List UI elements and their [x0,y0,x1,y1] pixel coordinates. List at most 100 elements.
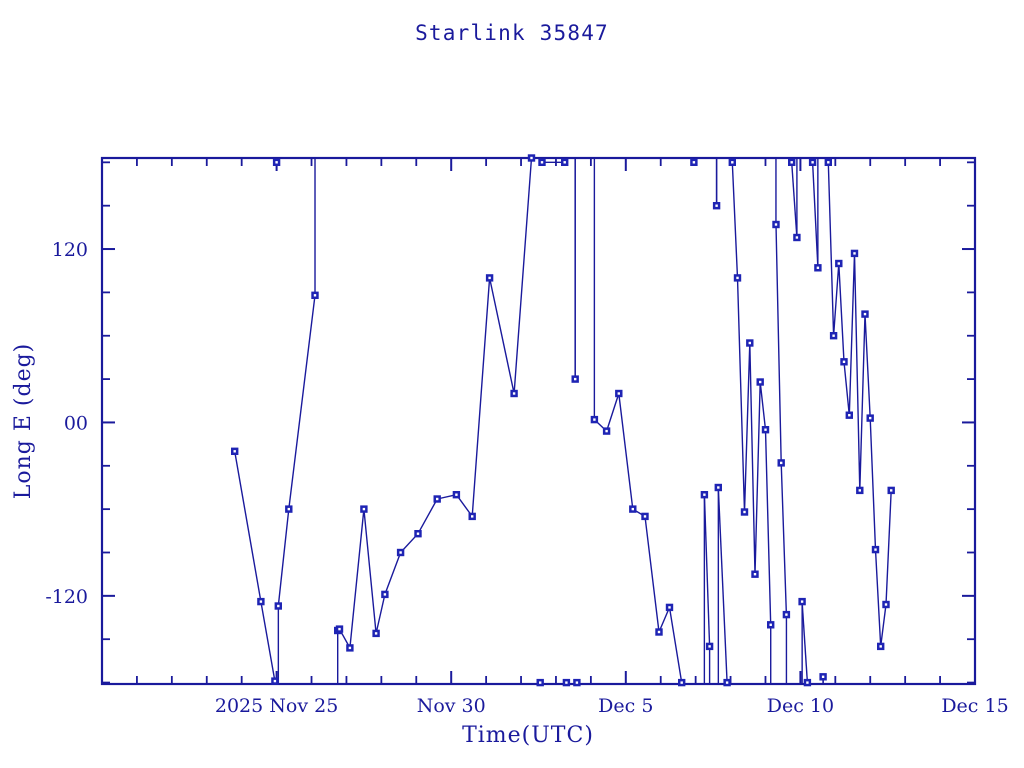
data-point-marker-center [338,627,341,631]
data-point-marker-center [574,377,577,381]
series-polyline [703,494,711,647]
data-point-marker-center [703,493,706,496]
data-point-marker-center [759,380,762,384]
data-point-marker-center [383,593,387,596]
series-polyline [337,157,533,649]
series-polyline [234,451,276,682]
data-point-marker-center [277,604,280,608]
data-point-marker-center [275,161,278,164]
data-point-marker-center [717,486,720,489]
data-point-marker-center [795,236,799,239]
y-tick-label: 120 [52,239,88,261]
data-point-marker-center [374,632,378,635]
data-point-marker-center [748,341,751,345]
data-point-marker-center [837,262,840,265]
data-point-marker-center [605,429,608,433]
data-point-marker-center [806,681,809,684]
data-point-marker-center [287,507,290,511]
data-point-marker-center [708,645,711,648]
data-point-marker-center [736,276,739,280]
data-point-marker-center [743,510,746,514]
series-polyline [801,601,809,683]
x-tick-label: Dec 10 [767,695,834,717]
series-polyline [827,162,892,648]
chart-title: Starlink 35847 [415,21,609,45]
data-point-marker-center [593,418,596,421]
data-point-marker-center [436,497,439,501]
data-point-marker-center [879,645,882,648]
data-point-marker-center [539,681,542,684]
x-tick-label: 2025 Nov 25 [215,695,338,717]
data-point-marker-center [643,515,647,518]
data-point-marker-center [455,493,458,496]
data-point-marker-center [348,646,352,650]
x-tick-label: Dec 15 [941,695,1008,717]
data-point-marker-center [565,681,568,684]
data-point-marker-center [769,623,772,626]
y-axis-ticks [102,161,975,684]
data-point-marker-center [858,489,861,492]
data-point-marker-center [842,360,846,363]
data-point-marker-center [753,573,757,576]
data-point-marker-center [530,156,533,160]
series-polyline [791,162,798,238]
series-polyline [593,392,683,683]
data-point-marker-center [416,532,420,535]
x-tick-label: Nov 30 [417,695,486,717]
data-point-marker-center [563,161,566,164]
data-point-marker-center [816,266,820,269]
data-point-marker-center [273,679,277,683]
series-polyline-group [234,157,892,684]
data-point-marker-center [488,276,491,280]
series-polyline [811,162,819,268]
data-point-marker-center [780,461,783,465]
data-point-marker-center [853,252,856,255]
data-point-marker-center [680,681,683,684]
data-point-marker-center [774,223,778,226]
data-point-marker-center [869,416,872,420]
data-point-marker-center [874,548,877,551]
y-axis-title: Long E (deg) [11,343,36,500]
y-tick-label: -120 [45,586,88,608]
data-point-marker-center [827,161,830,164]
data-point-marker-center [692,161,696,164]
data-point-marker-center [800,600,804,603]
x-axis-title: Time(UTC) [462,723,594,748]
series-marker-group [231,154,895,687]
data-point-marker-center [399,551,402,554]
series-polyline [775,224,788,615]
data-point-marker-center [313,294,317,297]
data-point-marker-center [832,334,835,337]
x-tick-label: Dec 5 [598,695,653,717]
data-point-marker-center [811,161,814,164]
data-point-marker-center [848,414,851,417]
data-point-marker-center [575,681,579,684]
data-point-marker-center [657,630,661,634]
series-polyline [277,295,316,607]
data-point-marker-center [884,603,888,606]
data-point-marker-center [764,428,767,431]
series-polyline [717,487,728,683]
data-point-marker-center [362,507,366,511]
x-axis-ticks [101,158,976,684]
data-point-marker-center [668,606,671,609]
series-polyline [731,162,772,625]
y-tick-label: 00 [64,412,88,434]
plot-frame [100,156,977,686]
data-point-marker-center [631,507,634,511]
data-point-marker-center [471,515,474,518]
data-point-marker-center [863,312,867,316]
data-point-marker-center [821,675,825,678]
data-point-marker-center [233,450,236,453]
data-point-marker-center [259,600,263,603]
data-point-marker-center [725,681,729,684]
data-point-marker-center [512,392,516,395]
data-point-marker-center [540,161,544,164]
data-point-marker-center [785,613,788,616]
y-axis-tick-labels: -120 00 120 [45,239,88,608]
data-point-marker-center [731,161,734,164]
x-axis-tick-labels: 2025 Nov 25 Nov 30 Dec 5 Dec 10 Dec 15 [215,695,1009,717]
data-point-marker-center [715,204,718,207]
